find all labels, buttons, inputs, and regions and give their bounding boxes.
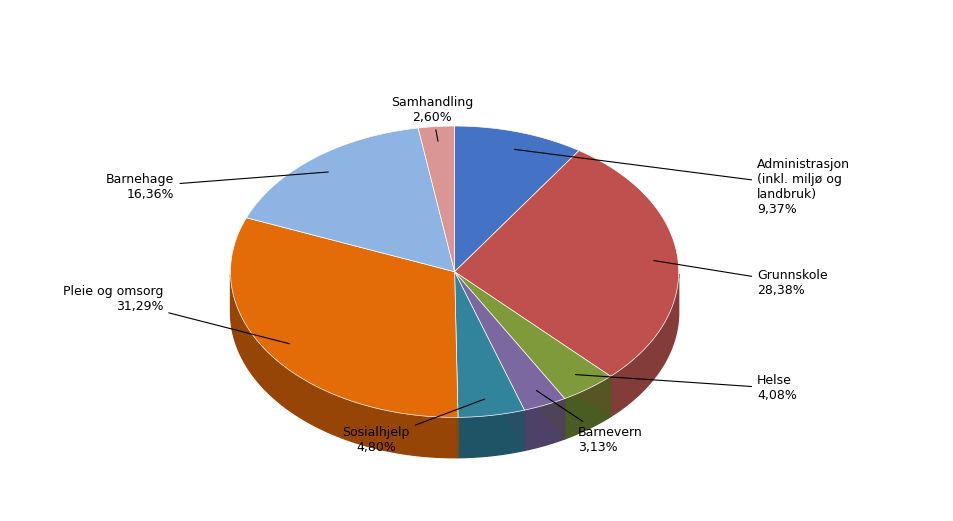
Polygon shape [231,218,457,417]
Polygon shape [610,274,678,417]
Polygon shape [455,272,457,457]
Polygon shape [455,272,564,439]
Polygon shape [455,272,564,410]
Polygon shape [417,126,455,272]
Text: Helse
4,08%: Helse 4,08% [575,374,796,402]
Polygon shape [455,272,524,451]
Polygon shape [455,272,610,417]
Polygon shape [455,272,610,399]
Text: Pleie og omsorg
31,29%: Pleie og omsorg 31,29% [63,284,289,344]
Polygon shape [455,151,678,376]
Polygon shape [457,410,524,457]
Text: Barnehage
16,36%: Barnehage 16,36% [106,172,328,201]
Text: Grunnskole
28,38%: Grunnskole 28,38% [653,260,827,297]
Polygon shape [246,128,455,272]
Polygon shape [231,275,457,457]
Polygon shape [524,399,564,451]
Polygon shape [455,126,578,272]
Polygon shape [455,272,524,451]
Text: Barnevern
3,13%: Barnevern 3,13% [536,391,642,454]
Polygon shape [564,376,610,439]
Text: Administrasjon
(inkl. miljø og
landbruk)
9,37%: Administrasjon (inkl. miljø og landbruk)… [514,150,849,216]
Polygon shape [455,272,457,457]
Polygon shape [455,272,610,417]
Text: Samhandling
2,60%: Samhandling 2,60% [391,96,473,141]
Polygon shape [455,272,564,439]
Text: Sosialhjelp
4,80%: Sosialhjelp 4,80% [342,399,484,454]
Polygon shape [455,272,524,417]
